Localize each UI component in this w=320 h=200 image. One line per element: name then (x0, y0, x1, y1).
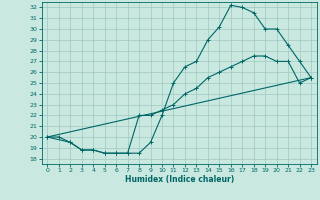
X-axis label: Humidex (Indice chaleur): Humidex (Indice chaleur) (124, 175, 234, 184)
